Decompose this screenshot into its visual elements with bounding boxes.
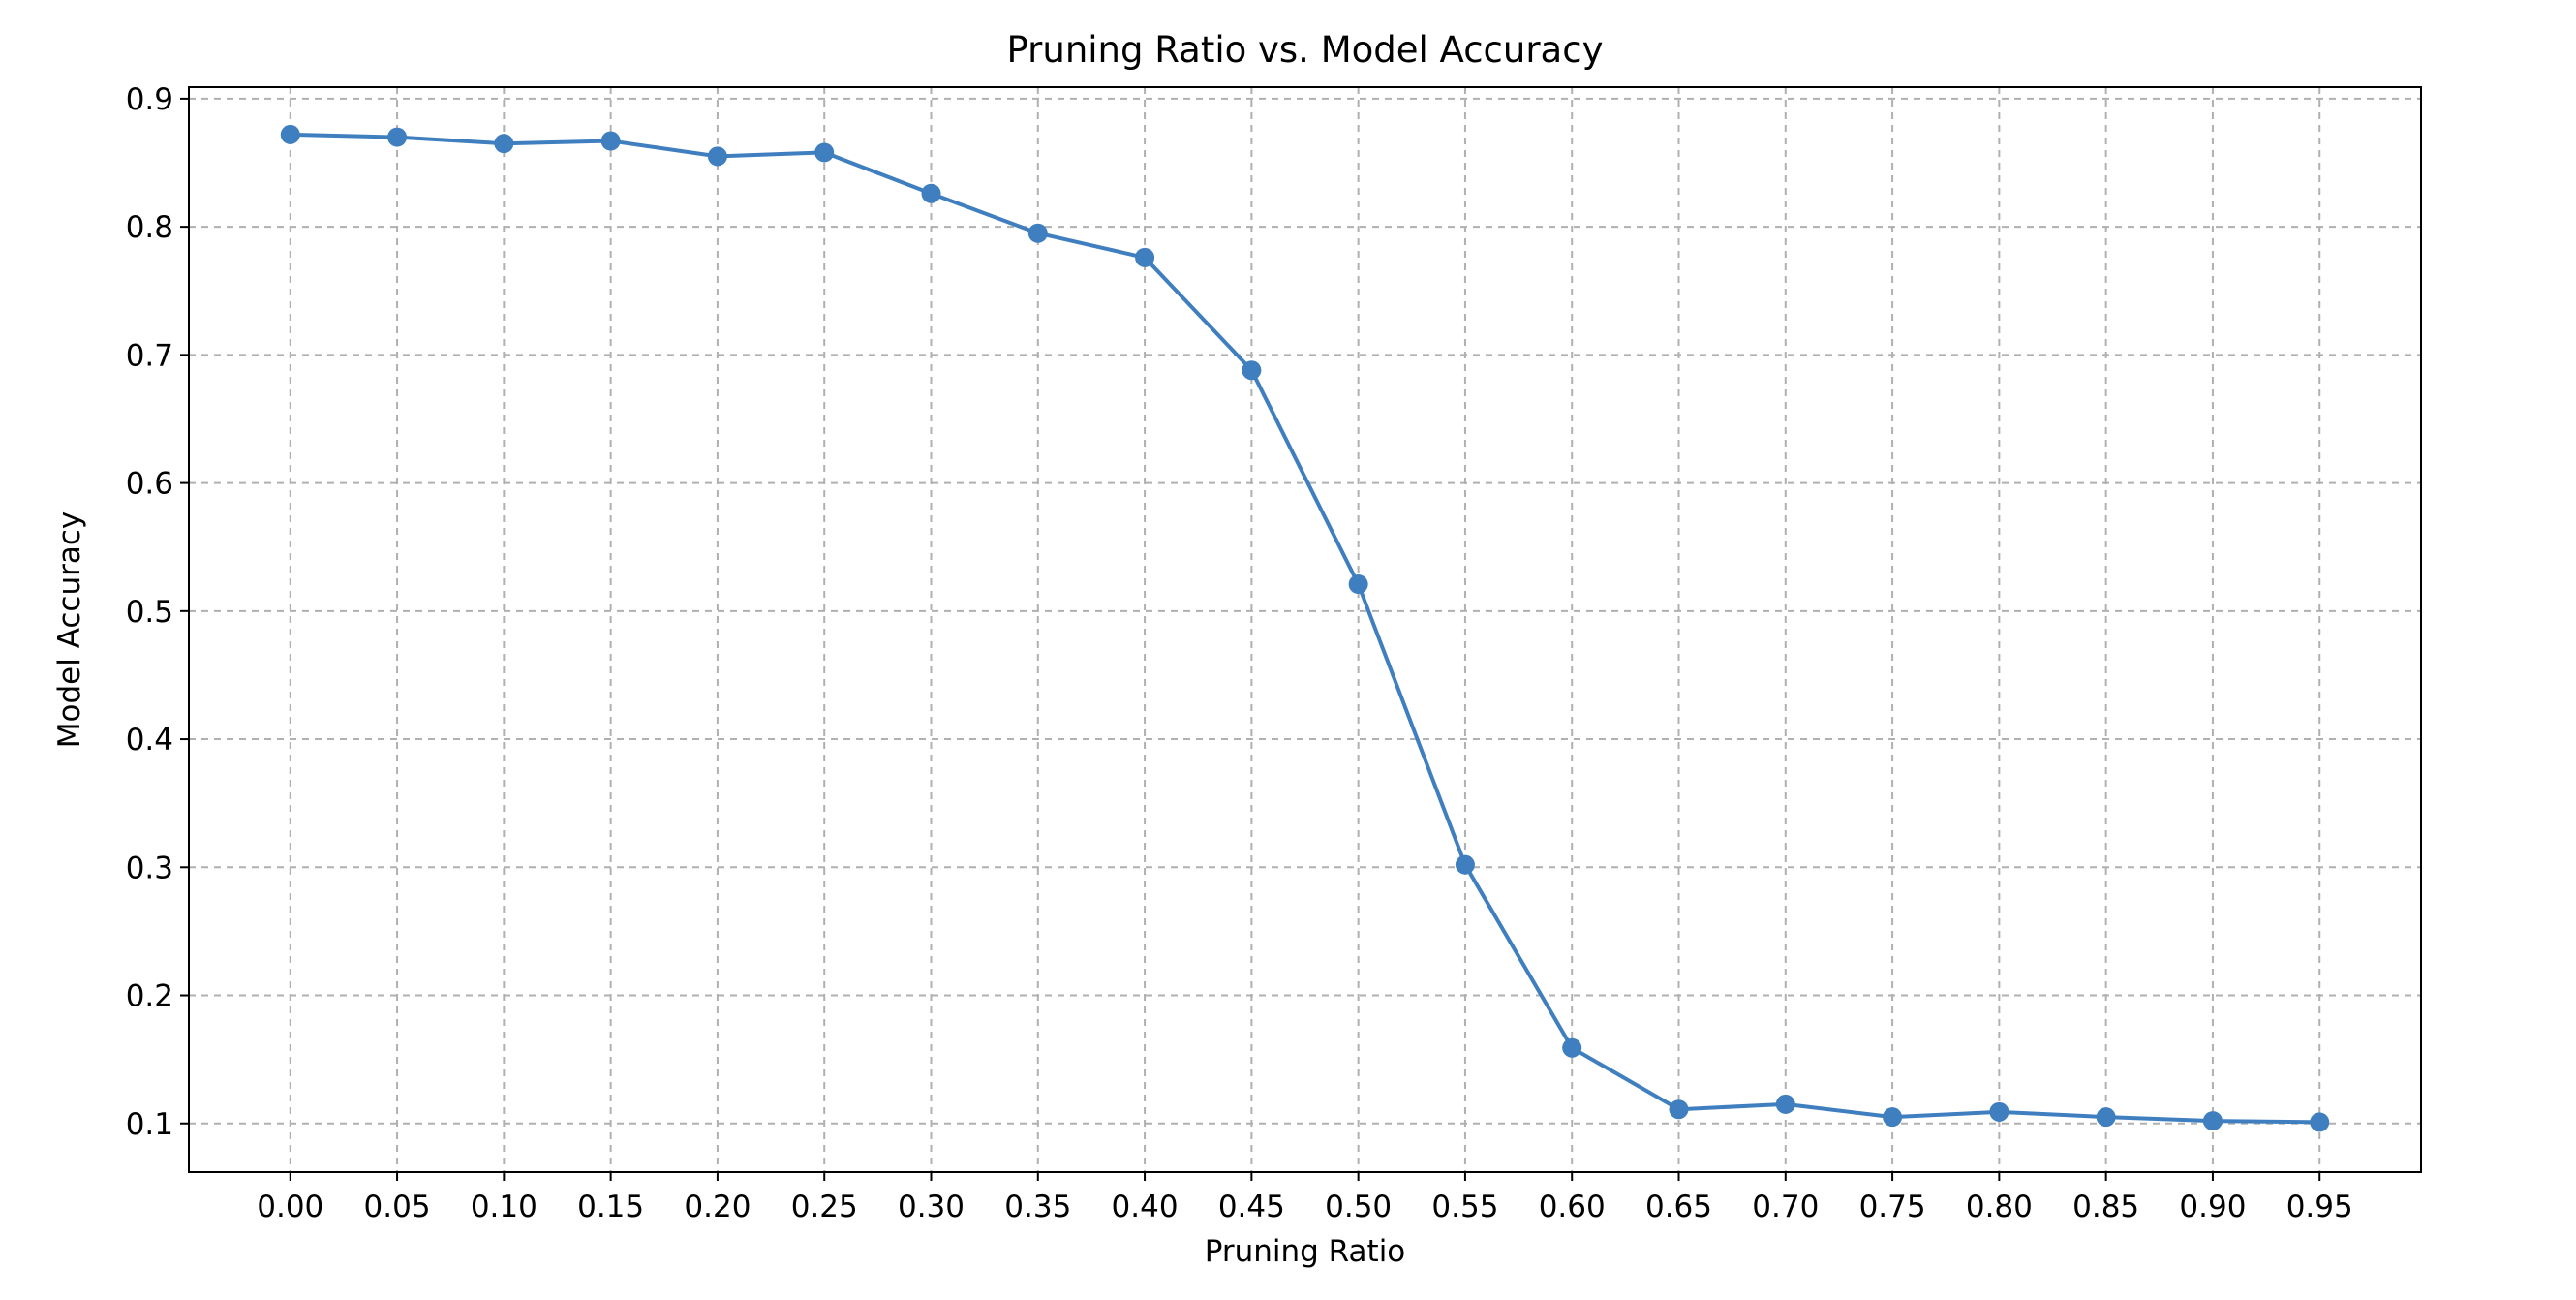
x-tick-label: 0.05 [364, 1190, 431, 1224]
data-point [921, 183, 941, 203]
x-tick-label: 0.50 [1325, 1190, 1392, 1224]
x-tick-label: 0.90 [2179, 1190, 2246, 1224]
data-point [1669, 1099, 1689, 1120]
x-tick-label: 0.70 [1752, 1190, 1819, 1224]
x-axis-label: Pruning Ratio [1205, 1234, 1406, 1269]
y-tick-label: 0.1 [126, 1107, 173, 1142]
x-tick-label: 0.65 [1645, 1190, 1712, 1224]
y-tick-label: 0.6 [126, 467, 173, 502]
x-tick-label: 0.75 [1859, 1190, 1926, 1224]
y-tick-label: 0.4 [126, 723, 173, 758]
chart-title: Pruning Ratio vs. Model Accuracy [1007, 29, 1604, 71]
series-layer [280, 124, 2330, 1132]
x-tick-label: 0.20 [684, 1190, 751, 1224]
y-axis-label: Model Accuracy [52, 511, 87, 748]
axis-ticks: 0.00 0.05 0.10 0.15 0.20 0.25 0.30 0.35 0.40 0.45… [126, 82, 2353, 1224]
x-tick-label: 0.10 [471, 1190, 537, 1224]
x-tick-label: 0.55 [1431, 1190, 1498, 1224]
data-point [1027, 223, 1048, 243]
x-tick-label: 0.45 [1218, 1190, 1285, 1224]
data-point [2310, 1112, 2330, 1132]
y-tick-label: 0.7 [126, 338, 173, 373]
data-point [1883, 1107, 1903, 1128]
data-point [280, 124, 300, 144]
x-tick-label: 0.00 [257, 1190, 323, 1224]
data-point [1348, 574, 1368, 595]
x-tick-label: 0.30 [898, 1190, 965, 1224]
series-line [290, 132, 2320, 1125]
x-tick-label: 0.85 [2072, 1190, 2139, 1224]
data-point [707, 146, 727, 167]
x-tick-label: 0.95 [2286, 1190, 2353, 1224]
x-tick-label: 0.25 [791, 1190, 858, 1224]
y-tick-label: 0.2 [126, 979, 173, 1014]
y-tick-label: 0.3 [126, 851, 173, 885]
data-point [1455, 854, 1475, 875]
y-tick-label: 0.8 [126, 210, 173, 245]
x-tick-label: 0.60 [1539, 1190, 1606, 1224]
grid-lines [189, 87, 2421, 1172]
data-point [600, 131, 621, 151]
y-tick-label: 0.9 [126, 82, 173, 117]
data-point [1775, 1094, 1795, 1114]
data-point [2096, 1107, 2116, 1128]
plot-frame [188, 86, 2422, 1173]
x-tick-label: 0.40 [1112, 1190, 1179, 1224]
data-point [1989, 1101, 2009, 1122]
data-point [387, 127, 408, 147]
data-point [2202, 1111, 2223, 1131]
x-tick-label: 0.80 [1966, 1190, 2033, 1224]
data-point [814, 142, 835, 163]
y-tick-label: 0.5 [126, 595, 173, 630]
x-tick-label: 0.35 [1004, 1190, 1071, 1224]
data-point [494, 134, 514, 154]
data-point [1242, 360, 1262, 381]
x-tick-label: 0.15 [577, 1190, 644, 1224]
data-point [1135, 247, 1155, 267]
data-point [1562, 1037, 1582, 1058]
